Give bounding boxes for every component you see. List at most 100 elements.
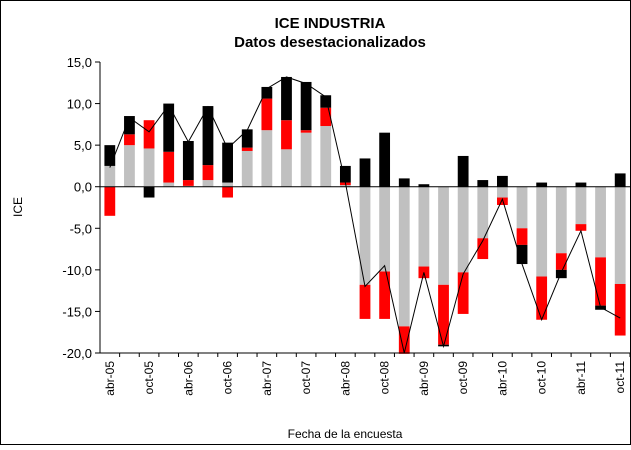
- bar-segment: [104, 186, 116, 216]
- bar-segment: [359, 158, 371, 187]
- bar-segment: [477, 186, 489, 239]
- bar-segment: [575, 186, 587, 225]
- bar-segment: [595, 186, 606, 258]
- x-tick-label: abr-06: [181, 361, 195, 396]
- bar-segment: [614, 173, 626, 187]
- bar-segment: [614, 283, 626, 336]
- bar-segment: [379, 132, 391, 187]
- chart-title: ICE INDUSTRIA: [275, 15, 386, 32]
- bar-segment: [555, 253, 567, 270]
- bar-segment: [320, 126, 332, 187]
- bar-segment: [202, 106, 214, 166]
- bar-segment: [555, 186, 567, 254]
- x-tick-label: oct-10: [535, 361, 549, 395]
- bar-segment: [281, 149, 292, 187]
- bar-segment: [182, 140, 194, 181]
- bar-segment: [202, 165, 214, 181]
- bar-segment: [555, 269, 567, 279]
- bar-segment: [143, 186, 155, 198]
- x-tick-label: abr-11: [574, 361, 588, 395]
- bar-segment: [575, 182, 587, 187]
- bar-segment: [241, 129, 253, 148]
- bar-segment: [398, 186, 410, 327]
- bar-segment: [339, 165, 351, 183]
- bar-segment: [300, 81, 312, 131]
- y-tick-label: 5,0: [74, 138, 92, 153]
- bar-segment: [222, 186, 233, 198]
- bar-segment: [418, 184, 430, 187]
- bar-segment: [163, 103, 175, 152]
- y-tick-label: -5,0: [70, 221, 92, 236]
- x-tick-label: oct-09: [456, 361, 470, 395]
- bar-segment: [300, 132, 312, 187]
- y-tick-label: -15,0: [62, 304, 92, 319]
- bar-segment: [379, 271, 391, 319]
- bar-segment: [202, 180, 214, 187]
- bar-segment: [241, 147, 253, 151]
- y-axis-label: ICE: [11, 197, 25, 217]
- bar-segment: [516, 228, 528, 245]
- y-tick-label: -10,0: [62, 263, 92, 278]
- chart-subtitle: Datos desestacionalizados: [234, 34, 426, 51]
- bar-segment: [281, 120, 292, 150]
- bar-segment: [320, 95, 332, 108]
- bar-segment: [143, 120, 155, 149]
- x-tick-label: oct-05: [142, 361, 156, 395]
- bar-segment: [261, 98, 273, 131]
- bar-segment: [477, 238, 489, 260]
- bar-segment: [281, 76, 292, 121]
- x-axis-label: Fecha de la encuesta: [288, 427, 403, 441]
- bar-segment: [222, 182, 233, 187]
- bar-segment: [124, 145, 135, 187]
- bar-segment: [575, 224, 587, 231]
- bar-segment: [339, 185, 351, 187]
- bar-segment: [595, 257, 606, 306]
- bar-segment: [359, 284, 371, 319]
- y-tick-label: 10,0: [67, 97, 92, 112]
- bar-segment: [320, 107, 332, 127]
- bar-segment: [222, 142, 233, 183]
- bar-segment: [457, 186, 469, 273]
- bar-segment: [104, 165, 116, 187]
- x-tick-label: oct-11: [613, 361, 627, 394]
- bar-segment: [516, 186, 528, 229]
- x-tick-label: oct-08: [378, 361, 392, 395]
- bar-segment: [516, 244, 528, 265]
- x-tick-label: abr-05: [103, 361, 117, 396]
- bar-segment: [457, 155, 469, 187]
- bar-segment: [261, 130, 273, 187]
- bar-segment: [359, 186, 371, 285]
- bar-segment: [300, 130, 312, 133]
- y-tick-label: 15,0: [67, 55, 92, 70]
- bar-segment: [182, 180, 194, 186]
- bar-segment: [497, 197, 508, 206]
- bar-segment: [398, 178, 410, 187]
- bar-segment: [438, 284, 449, 345]
- x-tick-label: abr-07: [260, 361, 274, 396]
- bar-segment: [379, 186, 391, 272]
- bar-segment: [536, 276, 548, 320]
- bar-segment: [163, 182, 175, 187]
- bar-segment: [536, 182, 548, 187]
- x-tick-label: oct-07: [299, 361, 313, 395]
- bar-segment: [497, 175, 508, 187]
- x-tick-label: oct-06: [221, 361, 235, 395]
- bar-segment: [163, 151, 175, 183]
- bar-segment: [438, 186, 449, 285]
- bar-segment: [614, 186, 626, 284]
- bar-segment: [261, 86, 273, 99]
- x-tick-label: abr-09: [417, 361, 431, 396]
- bar-segment: [241, 150, 253, 187]
- bar-segment: [398, 326, 410, 354]
- bar-segment: [418, 186, 430, 267]
- y-tick-label: -20,0: [62, 346, 92, 361]
- x-tick-label: abr-08: [338, 361, 352, 396]
- bar-segment: [104, 145, 116, 166]
- bar-segment: [143, 148, 155, 187]
- bar-segment: [124, 134, 135, 146]
- x-tick-label: abr-10: [495, 361, 509, 396]
- bar-segment: [124, 116, 135, 135]
- bar-segment: [457, 272, 469, 314]
